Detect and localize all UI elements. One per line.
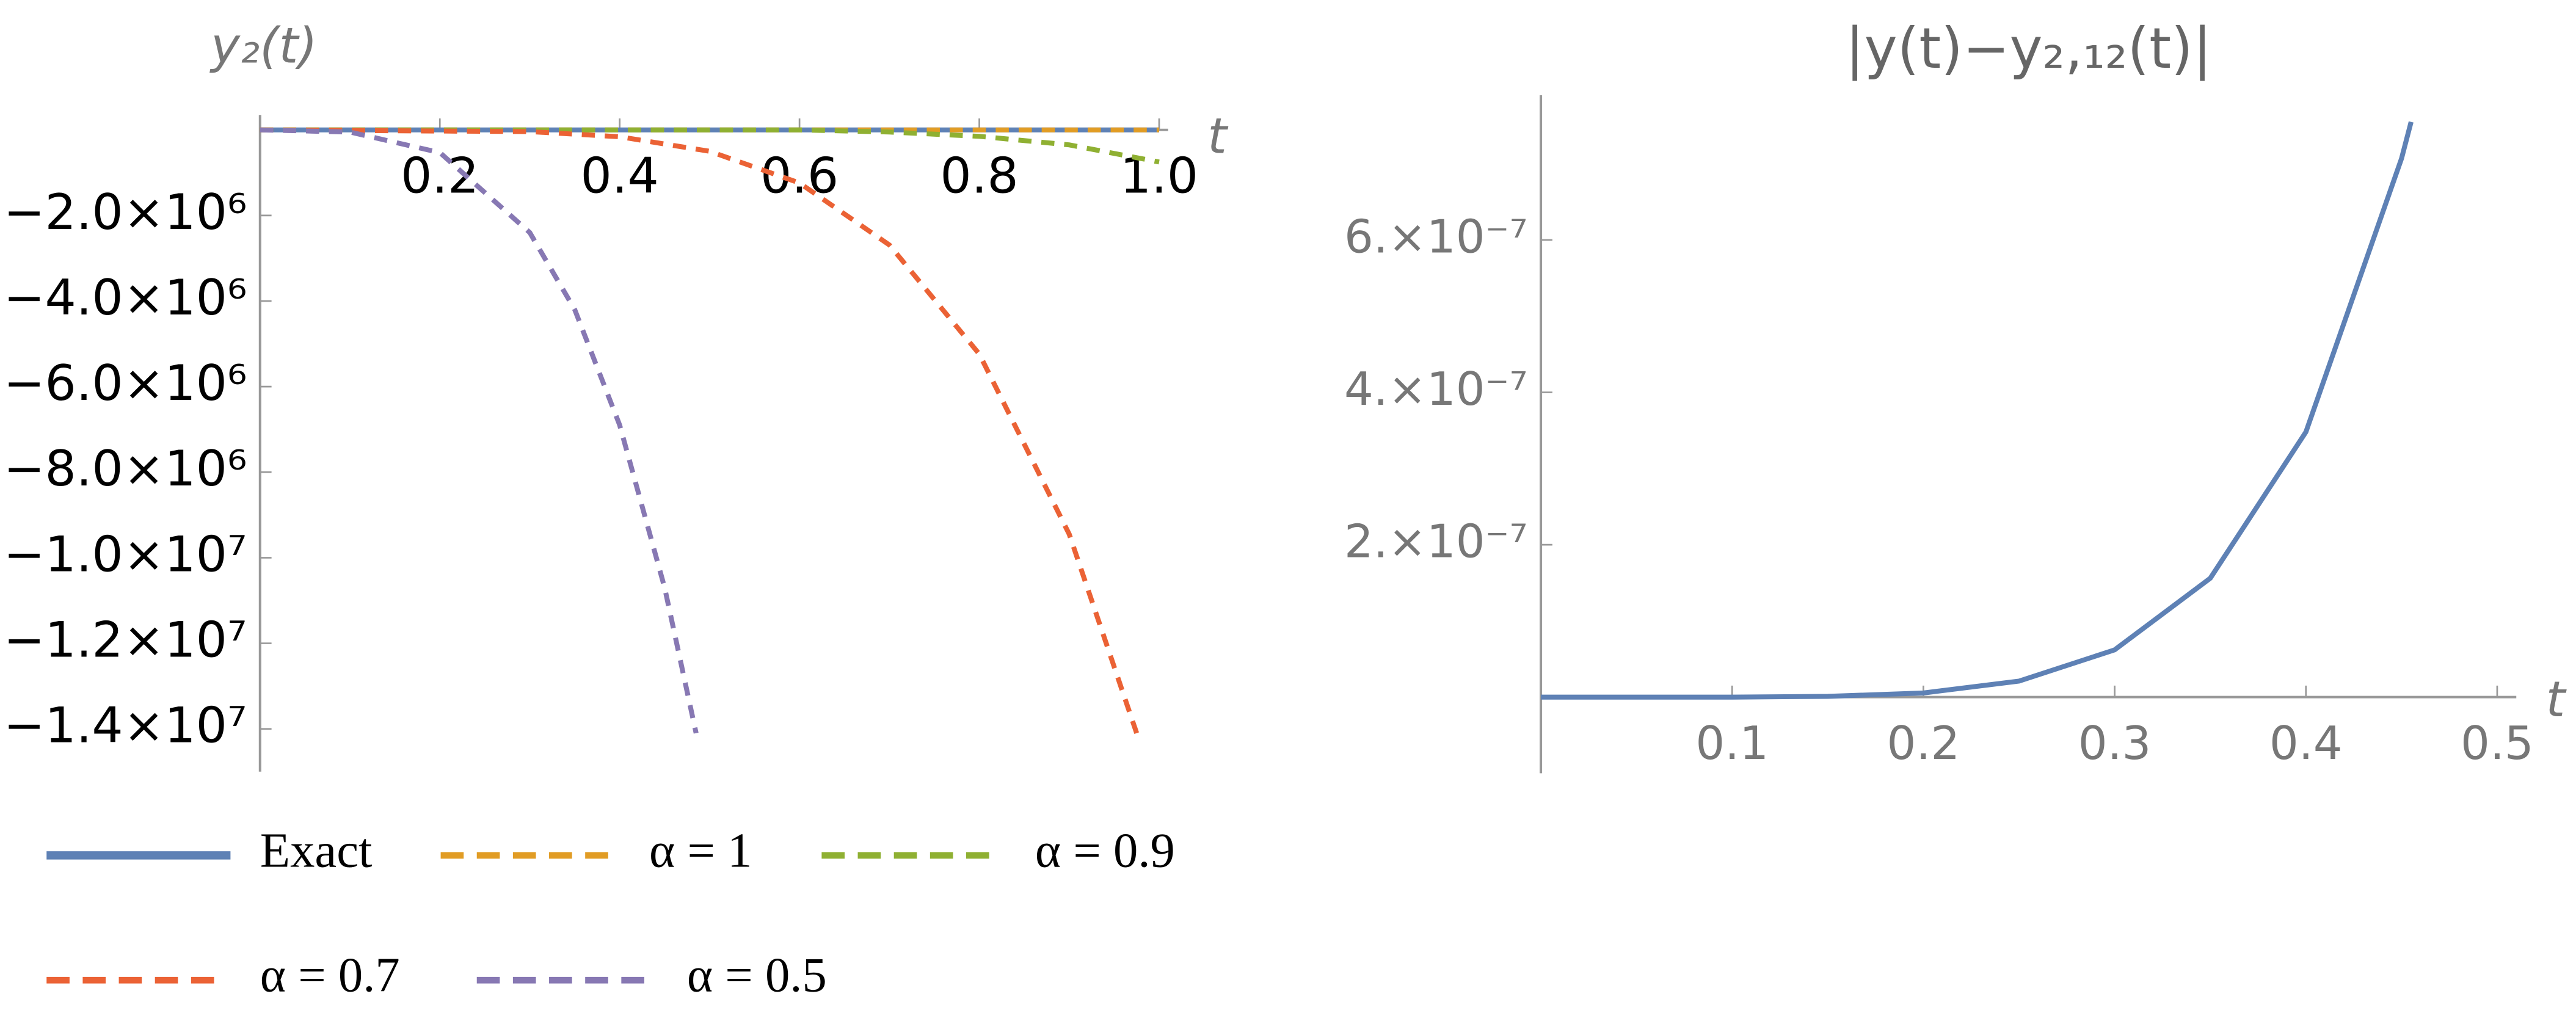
x-tick-label: 0.3 [2078, 716, 2152, 770]
x-tick-label: 0.1 [1695, 716, 1769, 770]
x-tick-label: 0.4 [2269, 716, 2343, 770]
y-tick-label: 6.×10⁻⁷ [1344, 210, 1528, 264]
series-line [1541, 121, 2414, 700]
x-tick-label: 0.6 [760, 147, 839, 205]
y-tick-label: −1.0×10⁷ [4, 526, 247, 583]
x-axis-label: t [2546, 671, 2567, 728]
chart-title: |y(t)−y₂,₁₂(t)| [1846, 16, 2212, 81]
x-tick-label: 0.8 [940, 147, 1018, 205]
series-line [260, 127, 699, 734]
x-tick-label: 0.5 [2461, 716, 2534, 770]
y-tick-label: −6.0×10⁶ [4, 355, 247, 412]
x-tick-label: 0.2 [1887, 716, 1960, 770]
y-tick-label: −8.0×10⁶ [4, 440, 247, 498]
y-tick-label: 4.×10⁻⁷ [1344, 362, 1528, 416]
x-tick-label: 0.4 [581, 147, 659, 205]
legend-label: α = 0.5 [687, 948, 827, 1003]
legend-label: α = 0.7 [260, 948, 400, 1003]
y-axis-label: y₂(t) [209, 18, 318, 75]
y-tick-label: −1.2×10⁷ [4, 612, 247, 669]
legend-label: α = 1 [649, 823, 752, 877]
legend-label: α = 0.9 [1035, 823, 1175, 877]
y-tick-label: −2.0×10⁶ [4, 184, 247, 241]
x-tick-label: 1.0 [1120, 147, 1198, 205]
series-line [260, 127, 1160, 165]
y-tick-label: −1.4×10⁷ [4, 697, 247, 755]
y-tick-label: −4.0×10⁶ [4, 269, 247, 327]
x-axis-label: t [1207, 108, 1229, 165]
series-line [260, 127, 1140, 734]
legend-label: Exact [260, 823, 373, 877]
y-tick-label: 2.×10⁻⁷ [1344, 515, 1528, 568]
